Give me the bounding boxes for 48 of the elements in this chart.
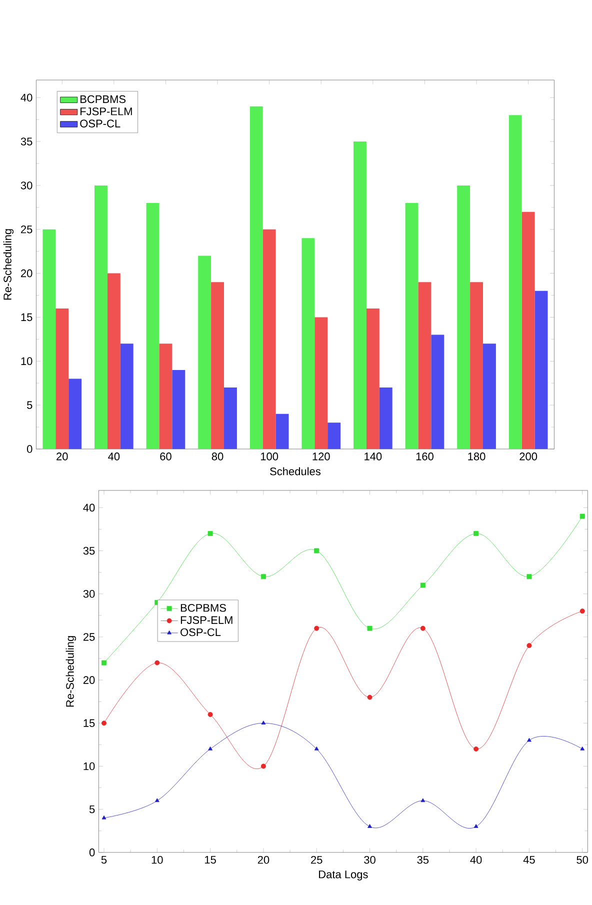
- legend-label: FJSP-ELM: [80, 107, 132, 116]
- x-tick-label: 200: [520, 452, 538, 460]
- legend-label: OSP-CL: [80, 120, 120, 128]
- y-tick-label: 15: [84, 719, 95, 727]
- y-tick-label: 5: [90, 805, 95, 814]
- legend-label: OSP-CL: [180, 628, 221, 636]
- legend-label: BCPBMS: [181, 604, 226, 612]
- y-axis-title: Re-Scheduling: [66, 636, 76, 707]
- x-tick-label: 100: [261, 452, 278, 460]
- y-tick-label: 35: [83, 546, 95, 555]
- legend-label: FJSP-ELM: [181, 616, 232, 624]
- y-tick-label: 40: [83, 504, 95, 512]
- x-tick-label: 10: [152, 856, 163, 864]
- x-tick-label: 180: [468, 452, 486, 460]
- x-tick-label: 40: [108, 452, 120, 460]
- y-tick-label: 35: [20, 138, 32, 146]
- x-tick-label: 20: [258, 856, 270, 864]
- x-axis-title: Schedules: [270, 467, 321, 476]
- y-tick-label: 10: [21, 357, 32, 366]
- y-tick-label: 20: [84, 676, 95, 684]
- y-tick-label: 30: [20, 182, 32, 190]
- y-tick-label: 5: [27, 401, 32, 409]
- y-tick-label: 0: [90, 848, 95, 856]
- y-tick-label: 25: [21, 225, 32, 234]
- x-tick-label: 40: [470, 856, 482, 864]
- y-tick-label: 15: [21, 313, 32, 322]
- x-tick-label: 50: [576, 856, 588, 864]
- x-tick-label: 30: [364, 856, 376, 864]
- x-tick-label: 140: [364, 452, 382, 460]
- x-tick-label: 5: [101, 856, 107, 864]
- x-tick-label: 25: [311, 856, 322, 864]
- y-tick-label: 40: [20, 94, 32, 102]
- x-tick-label: 20: [56, 452, 68, 460]
- x-tick-label: 120: [312, 452, 330, 460]
- y-tick-label: 25: [84, 633, 95, 641]
- x-tick-label: 60: [160, 452, 172, 460]
- y-tick-label: 10: [84, 762, 95, 770]
- x-axis-title: Data Logs: [319, 870, 368, 880]
- x-tick-label: 15: [205, 856, 216, 864]
- y-tick-label: 20: [21, 269, 32, 278]
- y-tick-label: 0: [27, 445, 32, 453]
- legend-label: BCPBMS: [80, 95, 126, 104]
- y-tick-label: 30: [83, 590, 95, 598]
- x-tick-label: 80: [212, 452, 224, 460]
- y-axis-title: Re-Scheduling: [3, 229, 14, 300]
- x-tick-label: 35: [417, 856, 429, 864]
- x-tick-label: 160: [416, 452, 434, 460]
- x-tick-label: 45: [523, 856, 535, 864]
